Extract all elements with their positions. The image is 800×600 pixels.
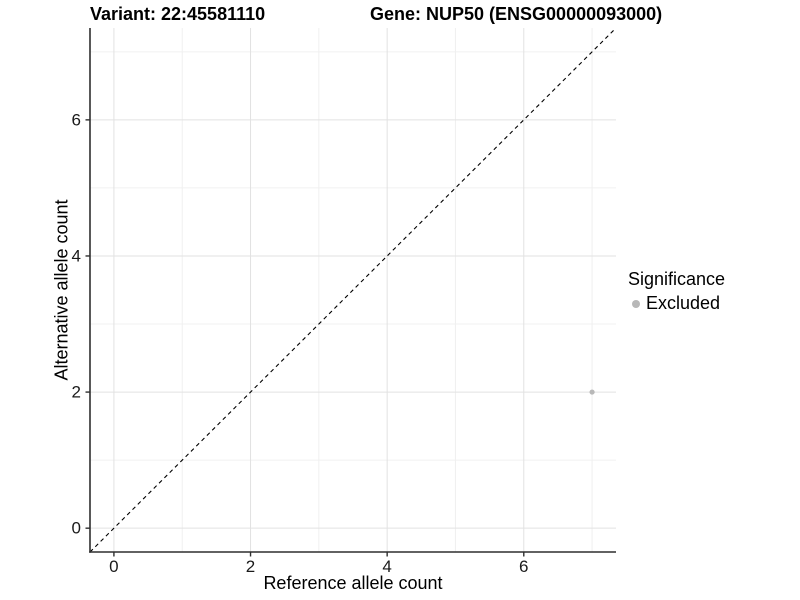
y-tick-label: 6 bbox=[72, 110, 81, 129]
x-tick-label: 6 bbox=[519, 557, 528, 576]
legend: Significance Excluded bbox=[628, 269, 725, 314]
legend-item-excluded: Excluded bbox=[628, 293, 725, 314]
plot-title-variant: Variant: 22:45581110 bbox=[90, 4, 266, 24]
legend-point-icon bbox=[632, 299, 640, 308]
x-tick-label: 4 bbox=[382, 557, 391, 576]
y-axis-title: Alternative allele count bbox=[51, 199, 72, 381]
y-tick-label: 4 bbox=[72, 246, 81, 265]
x-tick-label: 0 bbox=[109, 557, 118, 576]
x-axis-title: Reference allele count bbox=[263, 573, 443, 593]
y-tick-label: 2 bbox=[72, 383, 81, 402]
legend-item-label: Excluded bbox=[646, 293, 721, 313]
plot-title-gene: Gene: NUP50 (ENSG00000093000) bbox=[370, 4, 663, 24]
x-tick-label: 2 bbox=[246, 557, 255, 576]
data-point[interactable] bbox=[589, 389, 595, 395]
identity-line bbox=[89, 27, 617, 553]
legend-title: Significance bbox=[628, 269, 726, 289]
y-tick-label: 0 bbox=[72, 519, 81, 538]
